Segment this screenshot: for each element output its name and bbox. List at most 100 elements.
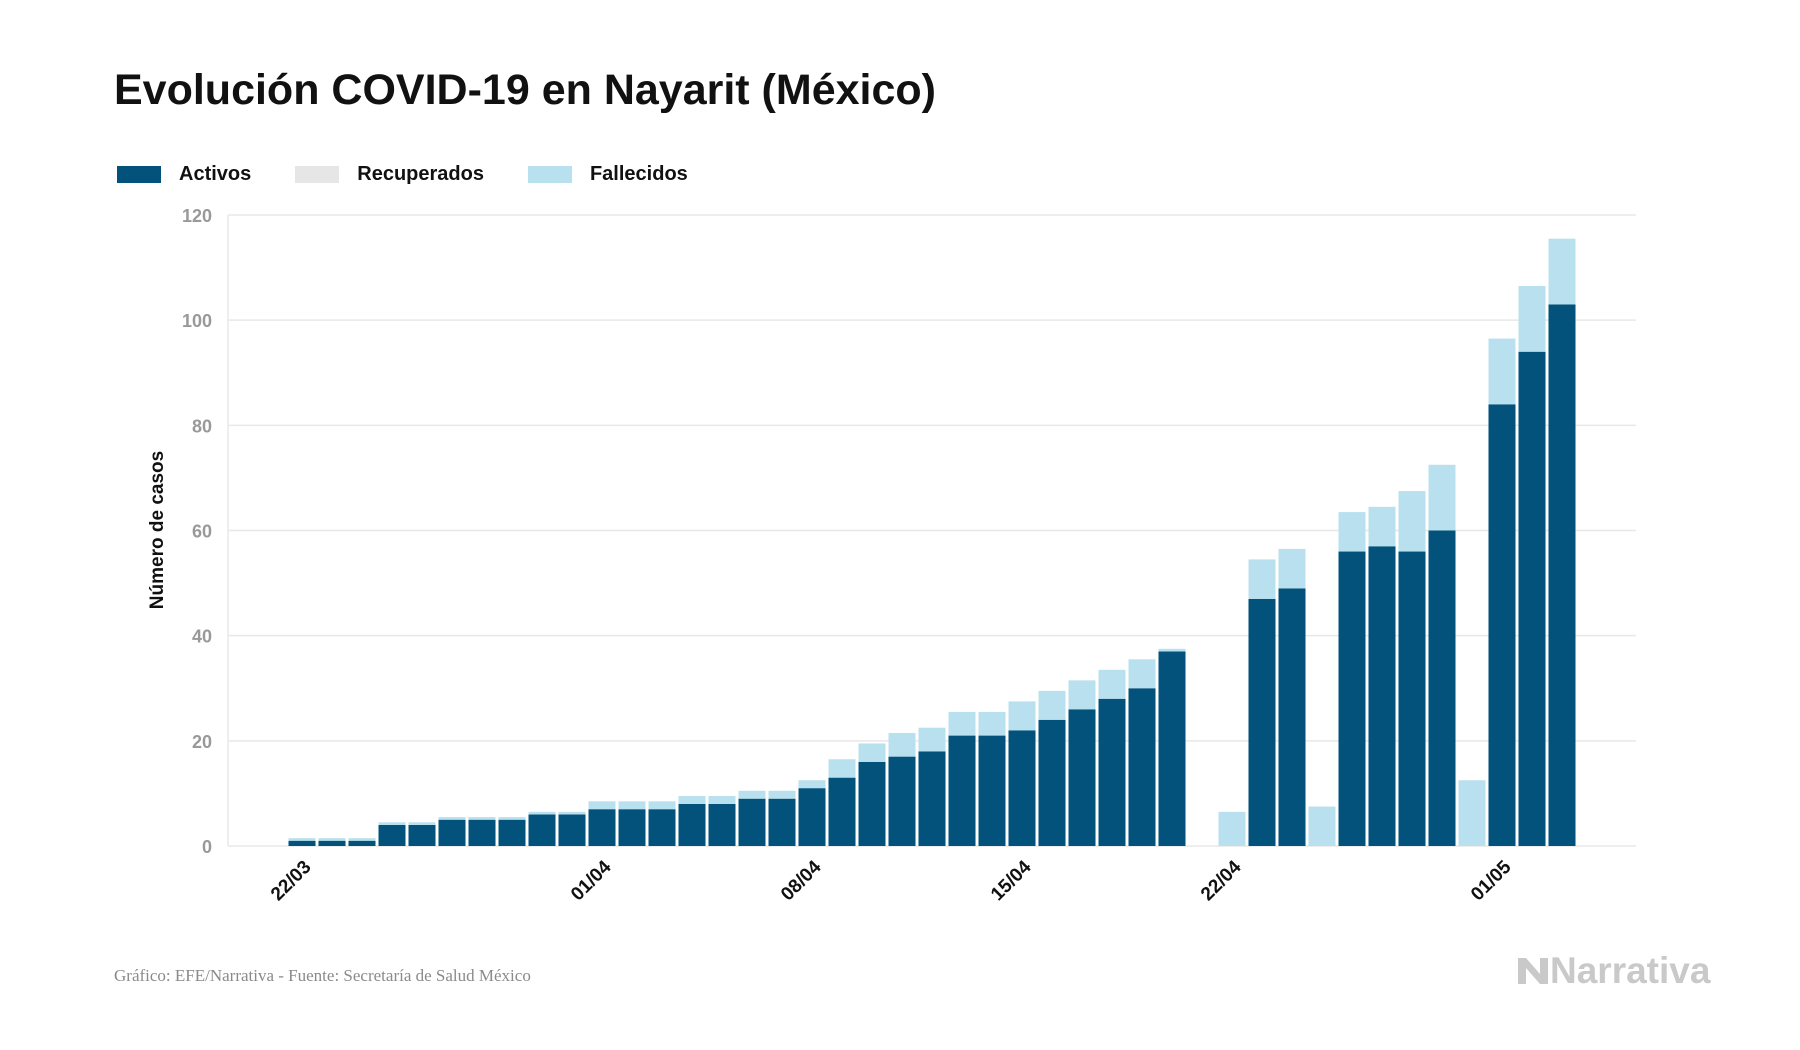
- bar-activos-14-04[interactable]: [978, 735, 1006, 846]
- bar-activos-26-03[interactable]: [408, 824, 436, 846]
- bar-activos-19-04[interactable]: [1128, 688, 1156, 846]
- bar-fallecidos-25-03[interactable]: [378, 822, 406, 825]
- bar-activos-31-03[interactable]: [558, 814, 586, 846]
- bar-fallecidos-08-04[interactable]: [798, 780, 826, 789]
- bar-activos-28-03[interactable]: [468, 819, 496, 846]
- bar-fallecidos-02-04[interactable]: [618, 801, 646, 810]
- bar-fallecidos-30-04[interactable]: [1458, 780, 1486, 846]
- bar-activos-02-05[interactable]: [1518, 351, 1546, 846]
- bar-fallecidos-19-04[interactable]: [1128, 659, 1156, 689]
- bar-activos-01-05[interactable]: [1488, 404, 1516, 846]
- bar-activos-27-04[interactable]: [1368, 546, 1396, 846]
- bars: [288, 238, 1576, 847]
- x-tick-label: 01/04: [567, 856, 616, 905]
- x-tick-label: 08/04: [777, 856, 826, 905]
- bar-fallecidos-29-03[interactable]: [498, 817, 526, 820]
- bar-fallecidos-06-04[interactable]: [738, 790, 766, 799]
- bar-activos-10-04[interactable]: [858, 761, 886, 846]
- x-tick-label: 22/04: [1197, 856, 1246, 905]
- bar-activos-16-04[interactable]: [1038, 719, 1066, 846]
- bar-activos-30-03[interactable]: [528, 814, 556, 846]
- bar-fallecidos-28-04[interactable]: [1398, 491, 1426, 552]
- bar-fallecidos-04-04[interactable]: [678, 796, 706, 804]
- bar-activos-24-04[interactable]: [1278, 588, 1306, 846]
- bar-fallecidos-27-03[interactable]: [438, 817, 466, 820]
- bar-activos-02-04[interactable]: [618, 809, 646, 846]
- bar-fallecidos-24-04[interactable]: [1278, 548, 1306, 589]
- bar-activos-15-04[interactable]: [1008, 730, 1036, 846]
- bar-fallecidos-23-04[interactable]: [1248, 559, 1276, 599]
- bar-activos-20-04[interactable]: [1158, 651, 1186, 846]
- bar-fallecidos-28-03[interactable]: [468, 817, 496, 820]
- bar-activos-25-03[interactable]: [378, 824, 406, 846]
- y-tick-label: 60: [192, 522, 212, 542]
- x-tick-labels: 22/03 01/04 08/04 15/04 22/04 01/05: [267, 856, 1516, 905]
- bar-fallecidos-15-04[interactable]: [1008, 701, 1036, 731]
- bar-fallecidos-22-04[interactable]: [1218, 811, 1246, 846]
- bar-activos-29-04[interactable]: [1428, 530, 1456, 847]
- x-tick-label: 15/04: [987, 856, 1036, 905]
- bar-activos-24-03[interactable]: [348, 840, 376, 846]
- bar-activos-03-04[interactable]: [648, 809, 676, 846]
- bar-fallecidos-13-04[interactable]: [948, 711, 976, 736]
- bar-fallecidos-09-04[interactable]: [828, 759, 856, 778]
- bar-activos-05-04[interactable]: [708, 803, 736, 846]
- bar-activos-28-04[interactable]: [1398, 551, 1426, 846]
- bar-fallecidos-24-03[interactable]: [348, 838, 376, 841]
- bar-fallecidos-18-04[interactable]: [1098, 669, 1126, 699]
- brand-logo: Narrativa: [1516, 950, 1710, 992]
- bar-activos-09-04[interactable]: [828, 777, 856, 846]
- bar-fallecidos-03-04[interactable]: [648, 801, 676, 810]
- y-tick-label: 100: [182, 311, 212, 331]
- bar-fallecidos-12-04[interactable]: [918, 727, 946, 752]
- bar-activos-13-04[interactable]: [948, 735, 976, 846]
- bar-fallecidos-26-04[interactable]: [1338, 512, 1366, 552]
- bar-activos-04-04[interactable]: [678, 803, 706, 846]
- bar-activos-27-03[interactable]: [438, 819, 466, 846]
- bar-activos-11-04[interactable]: [888, 756, 916, 846]
- bar-fallecidos-05-04[interactable]: [708, 796, 736, 804]
- bar-fallecidos-17-04[interactable]: [1068, 680, 1096, 710]
- bar-fallecidos-29-04[interactable]: [1428, 464, 1456, 531]
- bar-fallecidos-02-05[interactable]: [1518, 285, 1546, 352]
- legend-item-fallecidos[interactable]: Fallecidos: [527, 163, 688, 186]
- legend-label-fallecidos: Fallecidos: [589, 163, 688, 185]
- bar-fallecidos-27-04[interactable]: [1368, 506, 1396, 547]
- bar-fallecidos-26-03[interactable]: [408, 822, 436, 825]
- legend-item-recuperados[interactable]: Recuperados: [295, 163, 484, 186]
- bar-fallecidos-01-05[interactable]: [1488, 338, 1516, 405]
- bar-fallecidos-10-04[interactable]: [858, 743, 886, 762]
- bar-activos-01-04[interactable]: [588, 809, 616, 846]
- bar-activos-29-03[interactable]: [498, 819, 526, 846]
- bar-fallecidos-30-03[interactable]: [528, 811, 556, 815]
- bar-fallecidos-25-04[interactable]: [1308, 806, 1336, 846]
- y-tick-label: 40: [192, 627, 212, 647]
- bar-fallecidos-03-05[interactable]: [1548, 238, 1576, 305]
- legend-label-recuperados: Recuperados: [357, 163, 484, 185]
- bar-activos-18-04[interactable]: [1098, 698, 1126, 846]
- bar-activos-08-04[interactable]: [798, 788, 826, 846]
- bar-activos-17-04[interactable]: [1068, 709, 1096, 846]
- bar-activos-23-03[interactable]: [318, 840, 346, 846]
- bar-fallecidos-23-03[interactable]: [318, 838, 346, 841]
- bar-fallecidos-22-03[interactable]: [288, 838, 316, 841]
- chart-title: Evolución COVID-19 en Nayarit (México): [114, 66, 936, 114]
- bar-fallecidos-07-04[interactable]: [768, 790, 796, 799]
- bar-fallecidos-20-04[interactable]: [1158, 648, 1186, 652]
- bar-activos-03-05[interactable]: [1548, 304, 1576, 846]
- bar-fallecidos-01-04[interactable]: [588, 801, 616, 810]
- legend-label-activos: Activos: [179, 163, 252, 185]
- bar-fallecidos-14-04[interactable]: [978, 711, 1006, 736]
- narrativa-logo-icon: [1518, 958, 1548, 984]
- bar-activos-06-04[interactable]: [738, 798, 766, 846]
- bar-activos-12-04[interactable]: [918, 751, 946, 846]
- legend-item-activos[interactable]: Activos: [117, 163, 251, 186]
- bar-activos-22-03[interactable]: [288, 840, 316, 846]
- y-axis-label: Número de casos: [147, 451, 168, 609]
- bar-fallecidos-31-03[interactable]: [558, 811, 586, 815]
- bar-activos-26-04[interactable]: [1338, 551, 1366, 846]
- bar-activos-07-04[interactable]: [768, 798, 796, 846]
- bar-fallecidos-16-04[interactable]: [1038, 690, 1066, 720]
- bar-fallecidos-11-04[interactable]: [888, 732, 916, 757]
- bar-activos-23-04[interactable]: [1248, 598, 1276, 846]
